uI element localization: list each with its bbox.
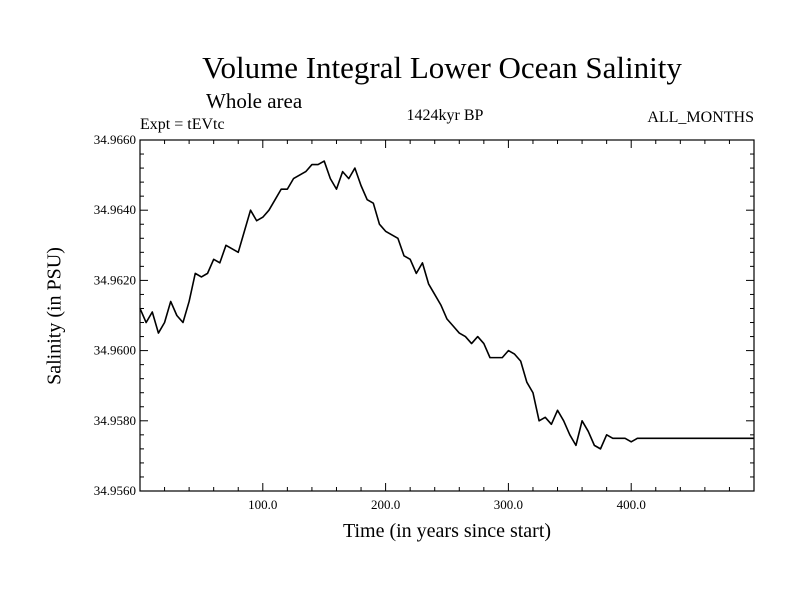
y-tick-label: 34.9640 (94, 202, 136, 217)
plot-frame (139, 139, 755, 492)
chart-title: Volume Integral Lower Ocean Salinity (202, 50, 682, 85)
y-tick-label: 34.9660 (94, 132, 136, 147)
y-tick-label: 34.9560 (94, 483, 136, 498)
y-tick-label: 34.9600 (94, 343, 136, 358)
y-tick-label: 34.9620 (94, 272, 136, 287)
series-line-salinity (139, 160, 754, 450)
chart-subtitle: Whole area (206, 89, 303, 113)
experiment-label: Expt = tEVtc (140, 116, 225, 133)
x-tick-label: 100.0 (248, 497, 277, 512)
period-label: 1424kyr BP (406, 107, 484, 124)
months-label: ALL_MONTHS (647, 109, 754, 126)
x-tick-label: 200.0 (371, 497, 400, 512)
x-tick-label: 400.0 (617, 497, 646, 512)
x-axis-label: Time (in years since start) (342, 520, 552, 542)
y-tick-label: 34.9580 (94, 413, 136, 428)
x-tick-label: 300.0 (494, 497, 523, 512)
